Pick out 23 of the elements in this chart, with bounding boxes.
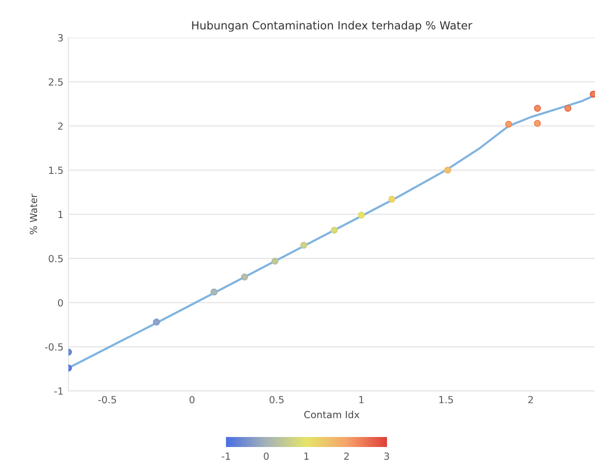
y-tick-label: -0.5 [45, 343, 63, 351]
y-tick-label: 2.5 [48, 78, 63, 86]
x-tick-label: 0.5 [270, 396, 284, 404]
x-tick-label: 2 [528, 396, 533, 404]
color-bar-label: 3 [384, 452, 390, 460]
color-bar-label: 1 [304, 452, 309, 460]
x-tick-label: 1 [359, 396, 364, 404]
x-tick-label: -0.5 [98, 396, 116, 404]
y-axis-title: % Water [30, 194, 38, 234]
color-bar-label: 0 [264, 452, 269, 460]
x-axis-title: Contam Idx [304, 410, 360, 418]
y-tick-label: 2 [58, 122, 63, 130]
y-tick-label: -1 [54, 388, 63, 395]
x-tick-label: 0 [190, 396, 194, 404]
y-tick-label: 1.5 [49, 166, 63, 174]
y-tick-label: 3 [58, 34, 63, 42]
x-tick-label: 1.5 [439, 396, 453, 404]
y-tick-label: 0 [58, 299, 63, 306]
color-bar-label: 2 [344, 452, 349, 460]
y-tick-label: 1 [58, 210, 63, 218]
color-bar-label: -1 [222, 452, 230, 460]
y-tick-label: 0.5 [48, 254, 63, 262]
chart-title: Hubungan Contamination Index terhadap % Water [192, 20, 472, 32]
